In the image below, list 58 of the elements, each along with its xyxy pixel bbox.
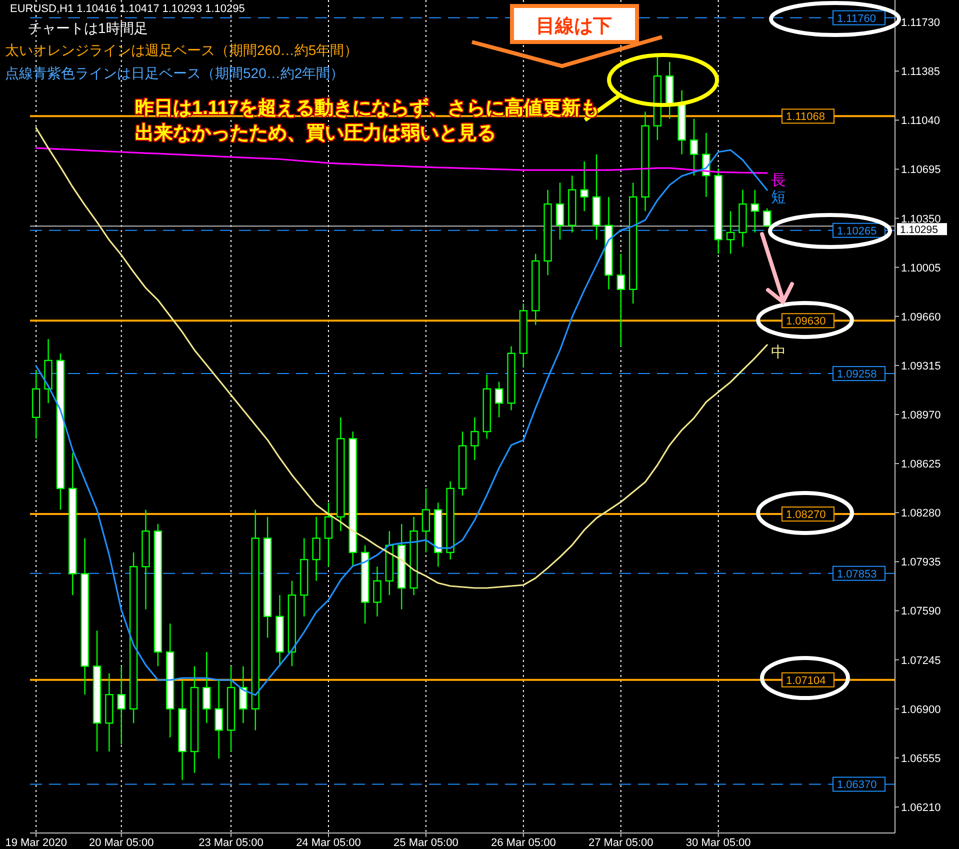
candlestick [214, 680, 223, 760]
ref-line-label: 1.09258 [837, 368, 877, 381]
x-tick-label: 19 Mar 2020 [5, 837, 67, 849]
y-tick-label: 1.10005 [901, 262, 941, 274]
candlestick [422, 488, 430, 554]
candlestick [202, 651, 211, 724]
candlestick [580, 160, 588, 212]
ref-line-label: 1.07104 [786, 674, 826, 687]
ref-line-label: 1.06370 [837, 779, 877, 792]
series-label: 短 [771, 188, 786, 206]
candlestick [324, 502, 333, 568]
candlestick [239, 666, 248, 724]
x-tick-label: 27 Mar 05:00 [588, 837, 654, 849]
annotation: 目線は下 [536, 16, 612, 37]
candlestick [470, 416, 479, 461]
y-tick-label: 1.08625 [901, 458, 941, 471]
y-tick-label: 1.06900 [901, 704, 941, 716]
y-tick-label: 1.11040 [901, 115, 940, 128]
y-tick-label: 1.07935 [901, 556, 941, 569]
series-label: 中 [771, 344, 786, 361]
ref-line-label: 1.07853 [837, 568, 877, 580]
y-tick-label: 1.08280 [901, 508, 941, 520]
y-tick-label: 1.10695 [901, 164, 941, 176]
y-tick-label: 1.07245 [901, 654, 941, 667]
candlestick [494, 381, 504, 418]
y-tick-label: 1.11730 [901, 17, 940, 30]
ref-line-label: 1.10265 [837, 225, 877, 238]
y-tick-label: 1.10350 [901, 213, 941, 226]
ref-line-label: 1.11068 [786, 111, 825, 124]
annotation: EURUSD,H1 1.10416 1.10417 1.10293 1.10295 [10, 3, 245, 15]
y-tick-label: 1.08970 [901, 410, 941, 422]
annotation: チャートは1時間足 [28, 20, 148, 36]
x-tick-label: 25 Mar 05:00 [394, 837, 458, 849]
ref-line-label: 1.09630 [786, 316, 826, 328]
x-tick-label: 30 Mar 05:00 [686, 837, 751, 849]
annotation: 太いオレンジラインは週足ベース（期間260…約5年間） [5, 42, 358, 58]
candlestick [750, 189, 759, 234]
candlestick [312, 516, 320, 582]
ref-line-label: 1.08270 [786, 509, 826, 522]
ref-line-label: 1.11760 [837, 12, 876, 25]
x-tick-label: 24 Mar 05:00 [296, 837, 361, 849]
candlestick [726, 210, 735, 254]
series-label: 長 [771, 172, 786, 190]
y-tick-label: 1.06210 [901, 802, 941, 814]
candlestick [373, 566, 382, 618]
x-tick-label: 20 Mar 05:00 [88, 837, 154, 849]
annotation: 昨日は1.117を超える動きにならず、さらに高値更新も出来なかったため、買い圧力は弱いと見る [135, 96, 600, 146]
candlestick [556, 182, 564, 240]
x-tick-label: 23 Mar 05:00 [198, 837, 264, 849]
y-tick-label: 1.11385 [901, 66, 940, 78]
candlestick [690, 118, 698, 176]
y-tick-label: 1.07590 [901, 606, 941, 618]
y-tick-label: 1.09660 [901, 311, 941, 324]
y-tick-label: 1.09315 [901, 360, 941, 372]
y-tick-label: 1.06555 [901, 752, 941, 765]
ref-line-label: 1.10295 [900, 224, 938, 236]
x-tick-label: 26 Mar 05:00 [491, 837, 556, 849]
annotation: 点線青紫色ラインは日足ベース（期間520…約2年間） [5, 65, 344, 81]
